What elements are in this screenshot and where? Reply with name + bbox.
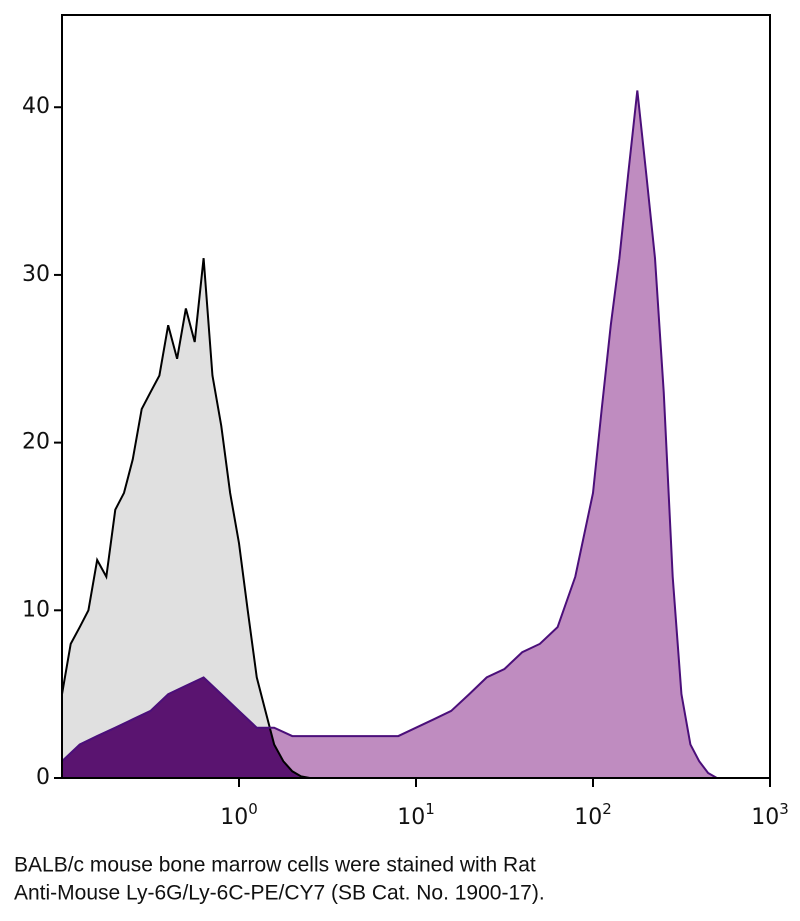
x-tick-exponent: 2 <box>602 800 612 818</box>
control-area <box>62 258 310 779</box>
x-tick-label: 100 <box>220 800 258 831</box>
x-tick-base: 10 <box>220 805 248 830</box>
y-tick-label: 40 <box>22 94 50 119</box>
x-tick-base: 10 <box>574 805 602 830</box>
y-tick-label: 20 <box>22 430 50 455</box>
x-tick-label: 102 <box>574 800 612 831</box>
x-tick-exponent: 1 <box>425 800 435 818</box>
x-tick-base: 10 <box>397 805 425 830</box>
x-tick-base: 10 <box>751 805 779 830</box>
y-tick-label: 30 <box>22 262 50 287</box>
x-tick-label: 103 <box>751 800 789 831</box>
stained-area <box>62 90 717 778</box>
stained-line <box>61 90 718 779</box>
x-tick-exponent: 0 <box>248 800 258 818</box>
y-tick-label: 10 <box>22 597 50 622</box>
caption-line: Anti-Mouse Ly-6G/Ly-6C-PE/CY7 (SB Cat. N… <box>14 882 545 905</box>
y-tick-label: 0 <box>36 765 50 790</box>
x-tick-exponent: 3 <box>779 800 789 818</box>
caption-line: BALB/c mouse bone marrow cells were stai… <box>14 854 536 877</box>
control-line <box>61 258 310 779</box>
x-tick-label: 101 <box>397 800 435 831</box>
